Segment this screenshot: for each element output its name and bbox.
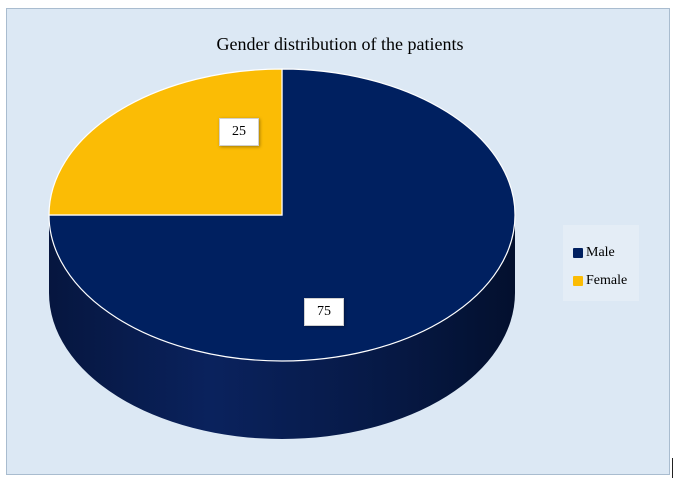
legend-label-male: Male [586,245,615,260]
legend-label-female: Female [586,273,628,288]
pie-slice-female [48,68,283,216]
legend-swatch-male [573,248,583,258]
data-label-female: 25 [219,118,259,146]
legend-item-male: Male [573,243,615,263]
legend-swatch-female [573,276,583,286]
frame-edge-mark [672,458,673,478]
data-label-male: 75 [304,298,344,326]
legend: Male Female [563,225,639,301]
legend-item-female: Female [573,271,627,291]
pie-side-wall [49,215,515,439]
chart-title: Gender distribution of the patients [216,34,464,54]
